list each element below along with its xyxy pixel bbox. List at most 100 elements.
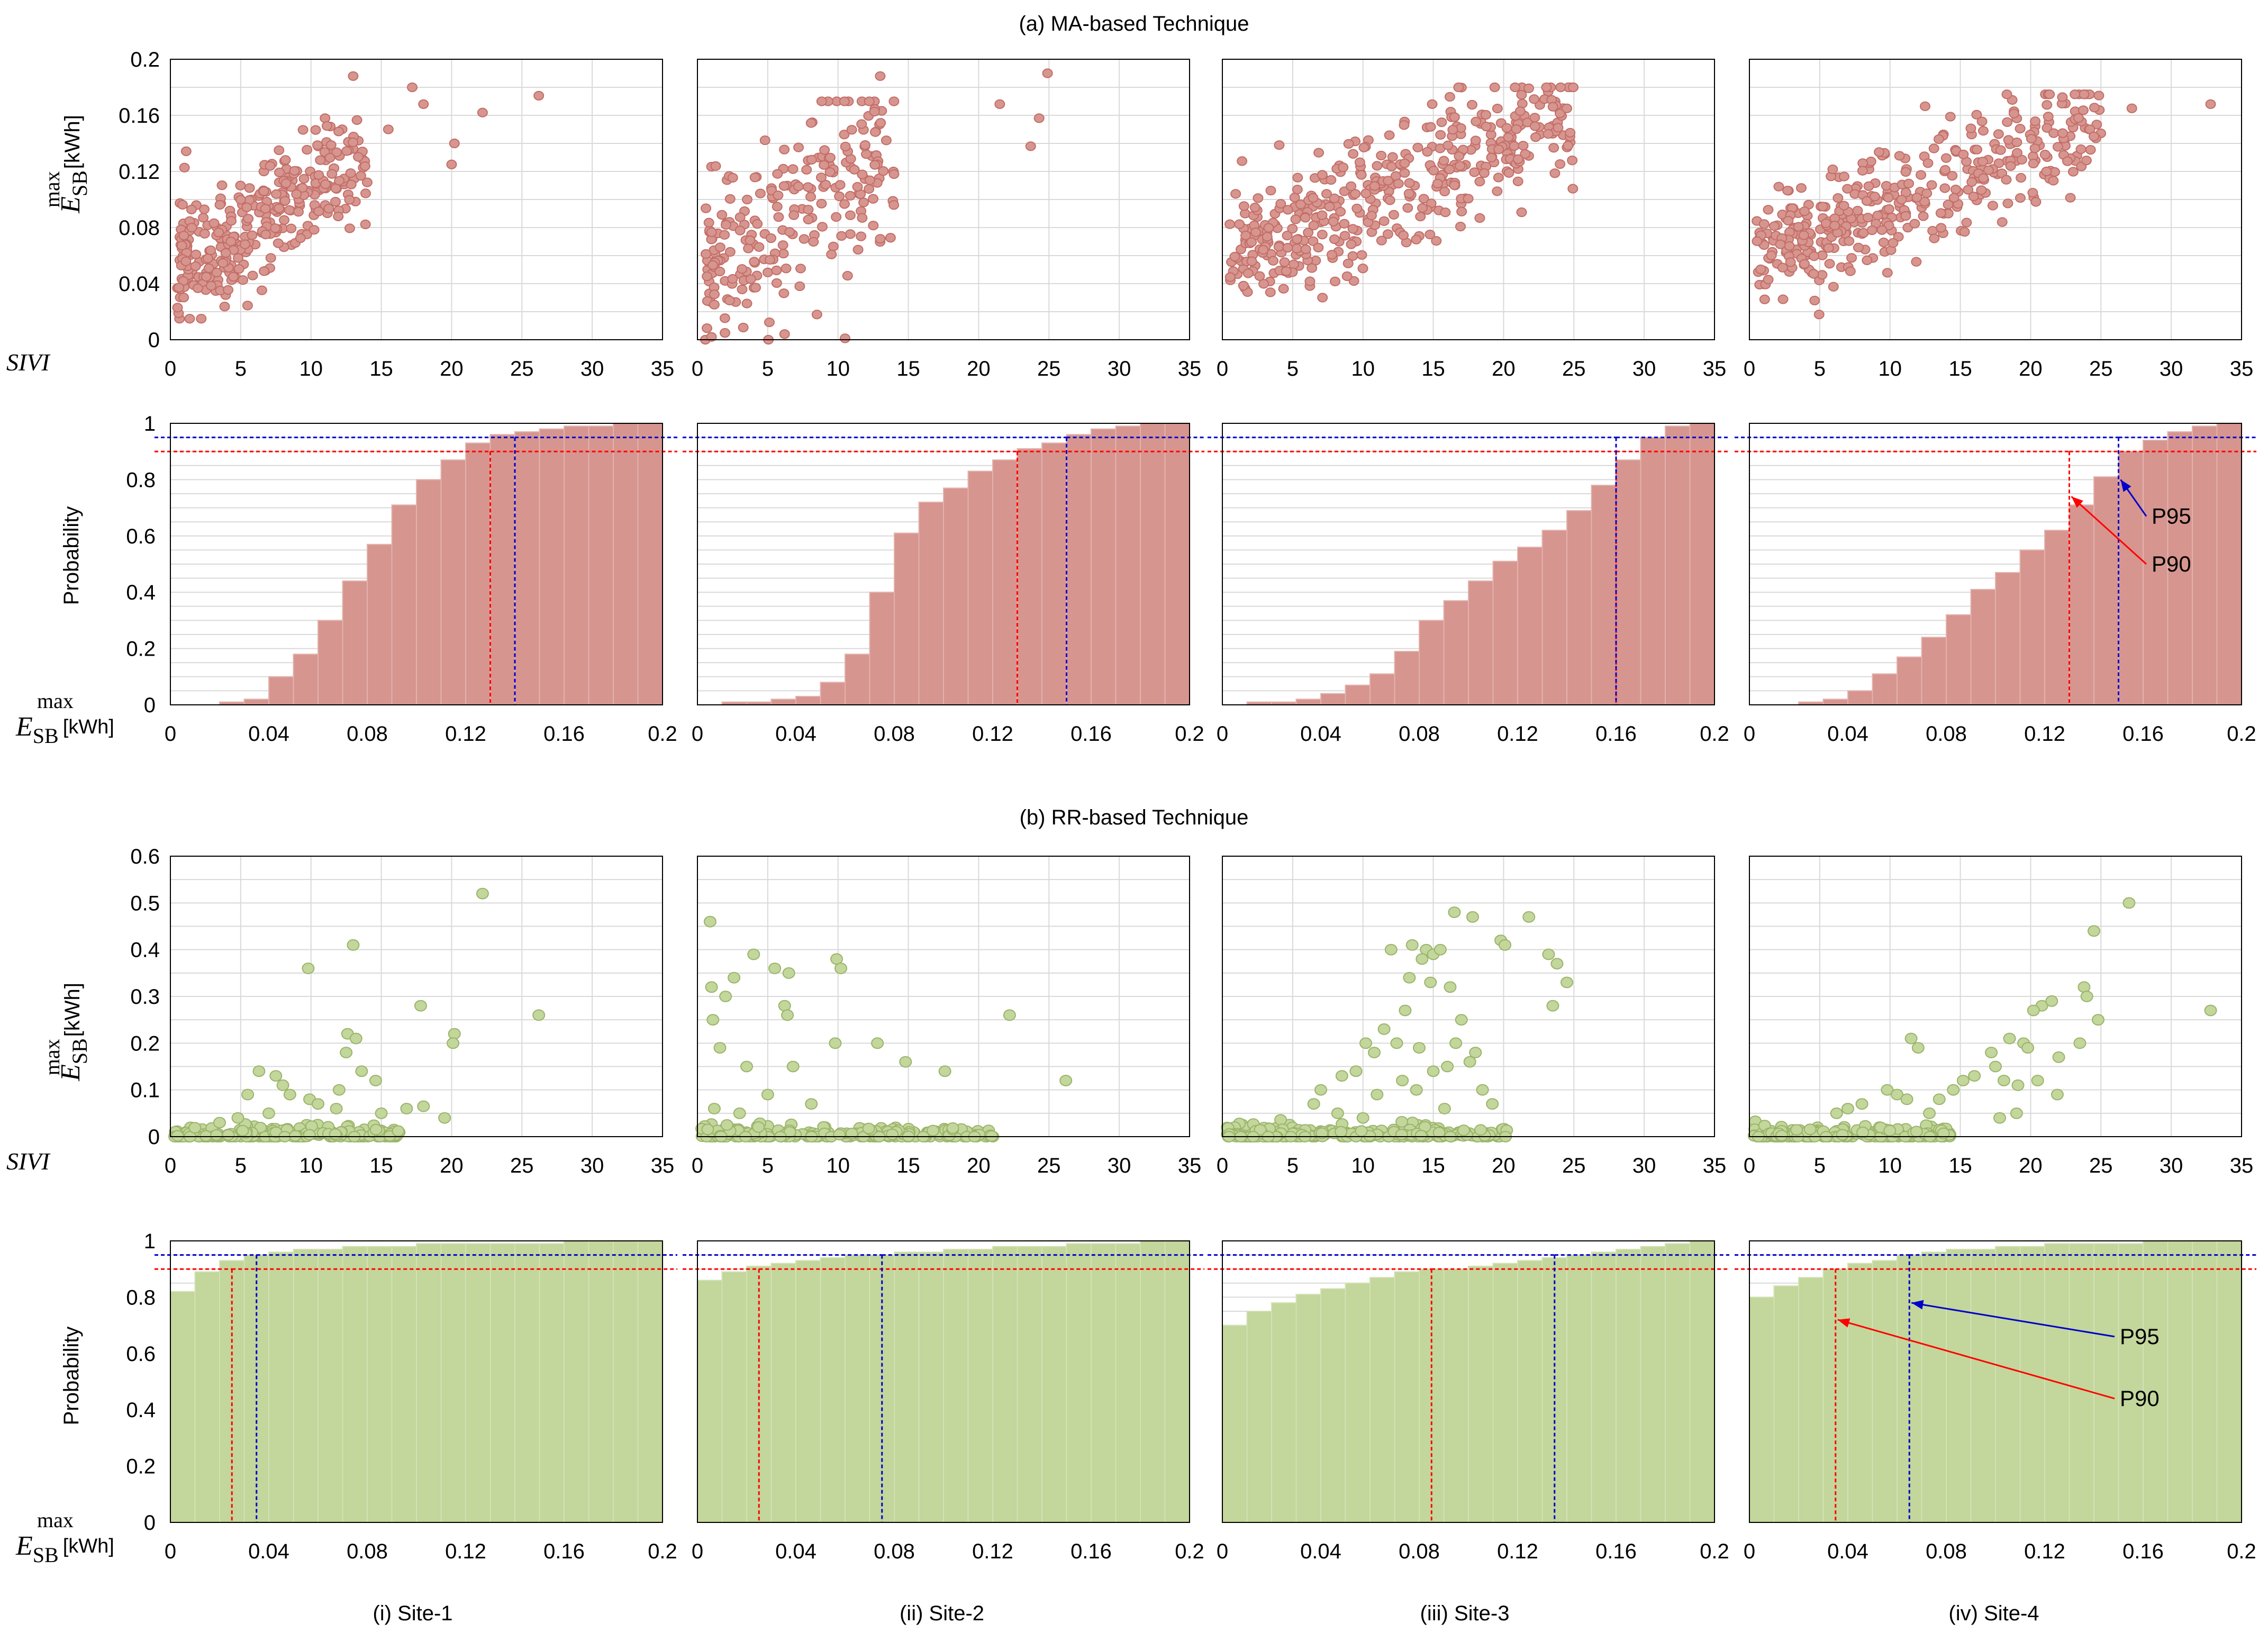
scatter-point	[719, 313, 730, 323]
scatter-point	[211, 267, 222, 278]
scatter-point	[1922, 158, 1934, 168]
x-tick-label: 0.16	[1595, 722, 1637, 746]
scatter-point	[709, 300, 720, 310]
scatter-point	[1274, 140, 1285, 150]
scatter-point	[714, 242, 725, 252]
scatter-point	[784, 227, 795, 237]
scatter-point	[831, 212, 842, 222]
scatter-point	[1329, 276, 1340, 287]
scatter-point	[1316, 1127, 1329, 1139]
cdf-bar	[1419, 620, 1445, 706]
scatter-point	[1514, 106, 1526, 116]
scatter-point	[2031, 1075, 2044, 1086]
scatter-point	[241, 1088, 255, 1101]
scatter-point	[284, 205, 295, 215]
x-tick-label: 25	[1562, 1154, 1586, 1177]
scatter-point	[1920, 101, 1931, 111]
site-label-1: (i) Site-1	[373, 1602, 452, 1625]
scatter-point	[198, 204, 210, 214]
cdf-bar	[1066, 1243, 1092, 1523]
scatter-point	[1317, 210, 1328, 220]
scatter-point	[1958, 149, 1969, 159]
scatter-point	[787, 164, 799, 174]
rr-p90-arrow-head	[1837, 1318, 1850, 1328]
x-tick-label: 0.04	[775, 722, 817, 746]
scatter-point	[768, 963, 782, 974]
scatter-point	[1512, 176, 1523, 186]
scatter-point	[764, 317, 775, 328]
scatter-point	[793, 142, 804, 152]
ma-cdf-site3-frame	[1222, 423, 1715, 705]
cdf-bar	[992, 1246, 1018, 1523]
scatter-point	[1832, 193, 1844, 203]
scatter-point	[1777, 294, 1789, 304]
cdf-bar	[1091, 1243, 1117, 1523]
scatter-point	[720, 328, 731, 338]
scatter-point	[323, 204, 334, 214]
x-tick-label: 0.04	[1827, 1540, 1868, 1563]
x-tick-label: 25	[510, 1154, 534, 1177]
scatter-point	[1447, 125, 1458, 135]
scatter-point	[1432, 1127, 1446, 1139]
scatter-point	[178, 231, 189, 241]
scatter-point	[788, 210, 800, 220]
cdf-bar	[2044, 530, 2070, 705]
x-tick-label: 0.04	[248, 722, 289, 746]
scatter-point	[1292, 234, 1303, 244]
scatter-point	[2027, 1004, 2040, 1017]
scatter-point	[799, 234, 810, 244]
scatter-point	[1292, 185, 1303, 195]
scatter-point	[361, 177, 373, 187]
scatter-point	[2043, 112, 2054, 122]
x-tick-label: 30	[580, 357, 604, 380]
rr-cdf-site3-bars	[1222, 1240, 1715, 1523]
ylabel-e: E	[56, 196, 86, 214]
scatter-point	[449, 138, 460, 149]
scatter-point	[2091, 1014, 2104, 1026]
rr-p95-arrow-head	[1911, 1300, 1924, 1310]
cdf-bar	[1140, 423, 1166, 705]
scatter-point	[1809, 251, 1820, 261]
scatter-point	[1346, 181, 1357, 191]
scatter-point	[208, 218, 220, 228]
scatter-point	[1978, 173, 1989, 183]
scatter-point	[1793, 222, 1804, 232]
scatter-point	[1963, 185, 1974, 195]
scatter-point	[205, 280, 216, 291]
ma-scatter-site3-frame	[1222, 59, 1715, 340]
scatter-point	[1474, 177, 1485, 187]
cdf-bar	[845, 654, 870, 705]
scatter-point	[260, 229, 271, 240]
scatter-point	[1567, 184, 1578, 194]
scatter-point	[2089, 103, 2100, 113]
cdf-bar	[465, 1243, 491, 1523]
scatter-point	[269, 1070, 283, 1082]
scatter-point	[1841, 1103, 1854, 1114]
scatter-point	[1872, 211, 1883, 221]
cdf-bar	[1689, 1240, 1715, 1523]
scatter-point	[834, 191, 845, 202]
scatter-point	[824, 152, 836, 162]
cdf-bar	[1872, 673, 1898, 705]
scatter-point	[326, 169, 338, 179]
rr-scatter-site4-frame	[1749, 856, 2242, 1137]
ma-cdf-xlabel: ESB [kWh] max	[15, 689, 114, 748]
scatter-point	[2089, 131, 2099, 141]
scatter-point	[369, 1123, 383, 1136]
scatter-point	[888, 200, 900, 210]
cdf-bar	[746, 1265, 772, 1523]
scatter-point	[857, 169, 868, 179]
scatter-point	[1262, 232, 1273, 242]
y-tick-label: 0.2	[126, 1455, 156, 1478]
ma-cdf-site4-frame	[1749, 423, 2242, 705]
scatter-point	[869, 160, 881, 170]
x-tick-label: 30	[1108, 357, 1131, 380]
scatter-point	[2205, 99, 2216, 109]
cdf-bar	[1468, 580, 1494, 706]
x-tick-label: 0.04	[775, 1540, 817, 1563]
cdf-bar	[564, 425, 589, 705]
scatter-point	[1775, 239, 1786, 249]
scatter-point	[868, 221, 879, 231]
scatter-point	[236, 1124, 249, 1137]
scatter-point	[238, 275, 249, 285]
